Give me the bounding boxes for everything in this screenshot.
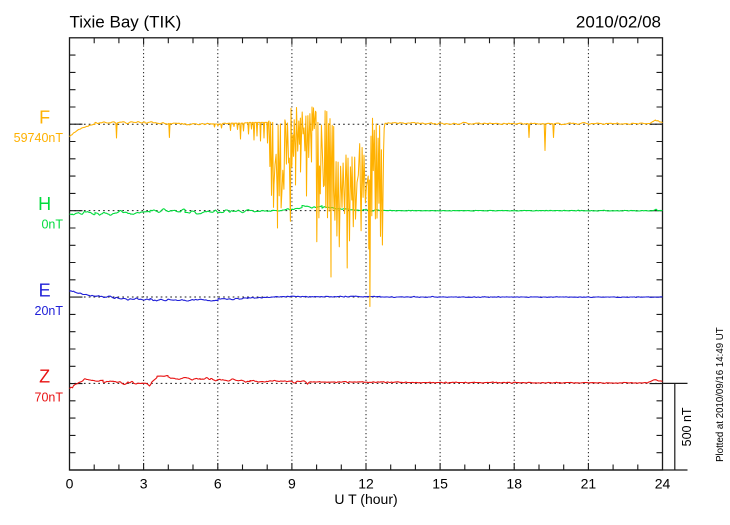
svg-text:Tixie Bay (TIK): Tixie Bay (TIK) — [70, 12, 182, 31]
svg-text:18: 18 — [506, 476, 522, 492]
svg-text:U T (hour): U T (hour) — [334, 491, 397, 507]
svg-text:0: 0 — [66, 476, 74, 492]
svg-text:H: H — [38, 194, 51, 214]
svg-text:F: F — [39, 108, 50, 128]
svg-text:15: 15 — [432, 476, 448, 492]
svg-text:59740nT: 59740nT — [14, 131, 64, 145]
svg-text:Z: Z — [39, 367, 50, 387]
svg-text:2010/02/08: 2010/02/08 — [576, 12, 661, 31]
svg-text:500 nT: 500 nT — [680, 407, 694, 446]
svg-text:20nT: 20nT — [35, 304, 64, 318]
svg-text:0nT: 0nT — [41, 218, 63, 232]
svg-text:21: 21 — [581, 476, 597, 492]
svg-text:70nT: 70nT — [35, 390, 64, 404]
svg-text:3: 3 — [140, 476, 148, 492]
svg-text:6: 6 — [214, 476, 222, 492]
svg-text:9: 9 — [288, 476, 296, 492]
svg-text:E: E — [39, 280, 51, 300]
svg-text:Plotted at 2010/09/16 14:49 UT: Plotted at 2010/09/16 14:49 UT — [715, 327, 726, 462]
svg-text:24: 24 — [655, 476, 671, 492]
svg-text:12: 12 — [358, 476, 374, 492]
